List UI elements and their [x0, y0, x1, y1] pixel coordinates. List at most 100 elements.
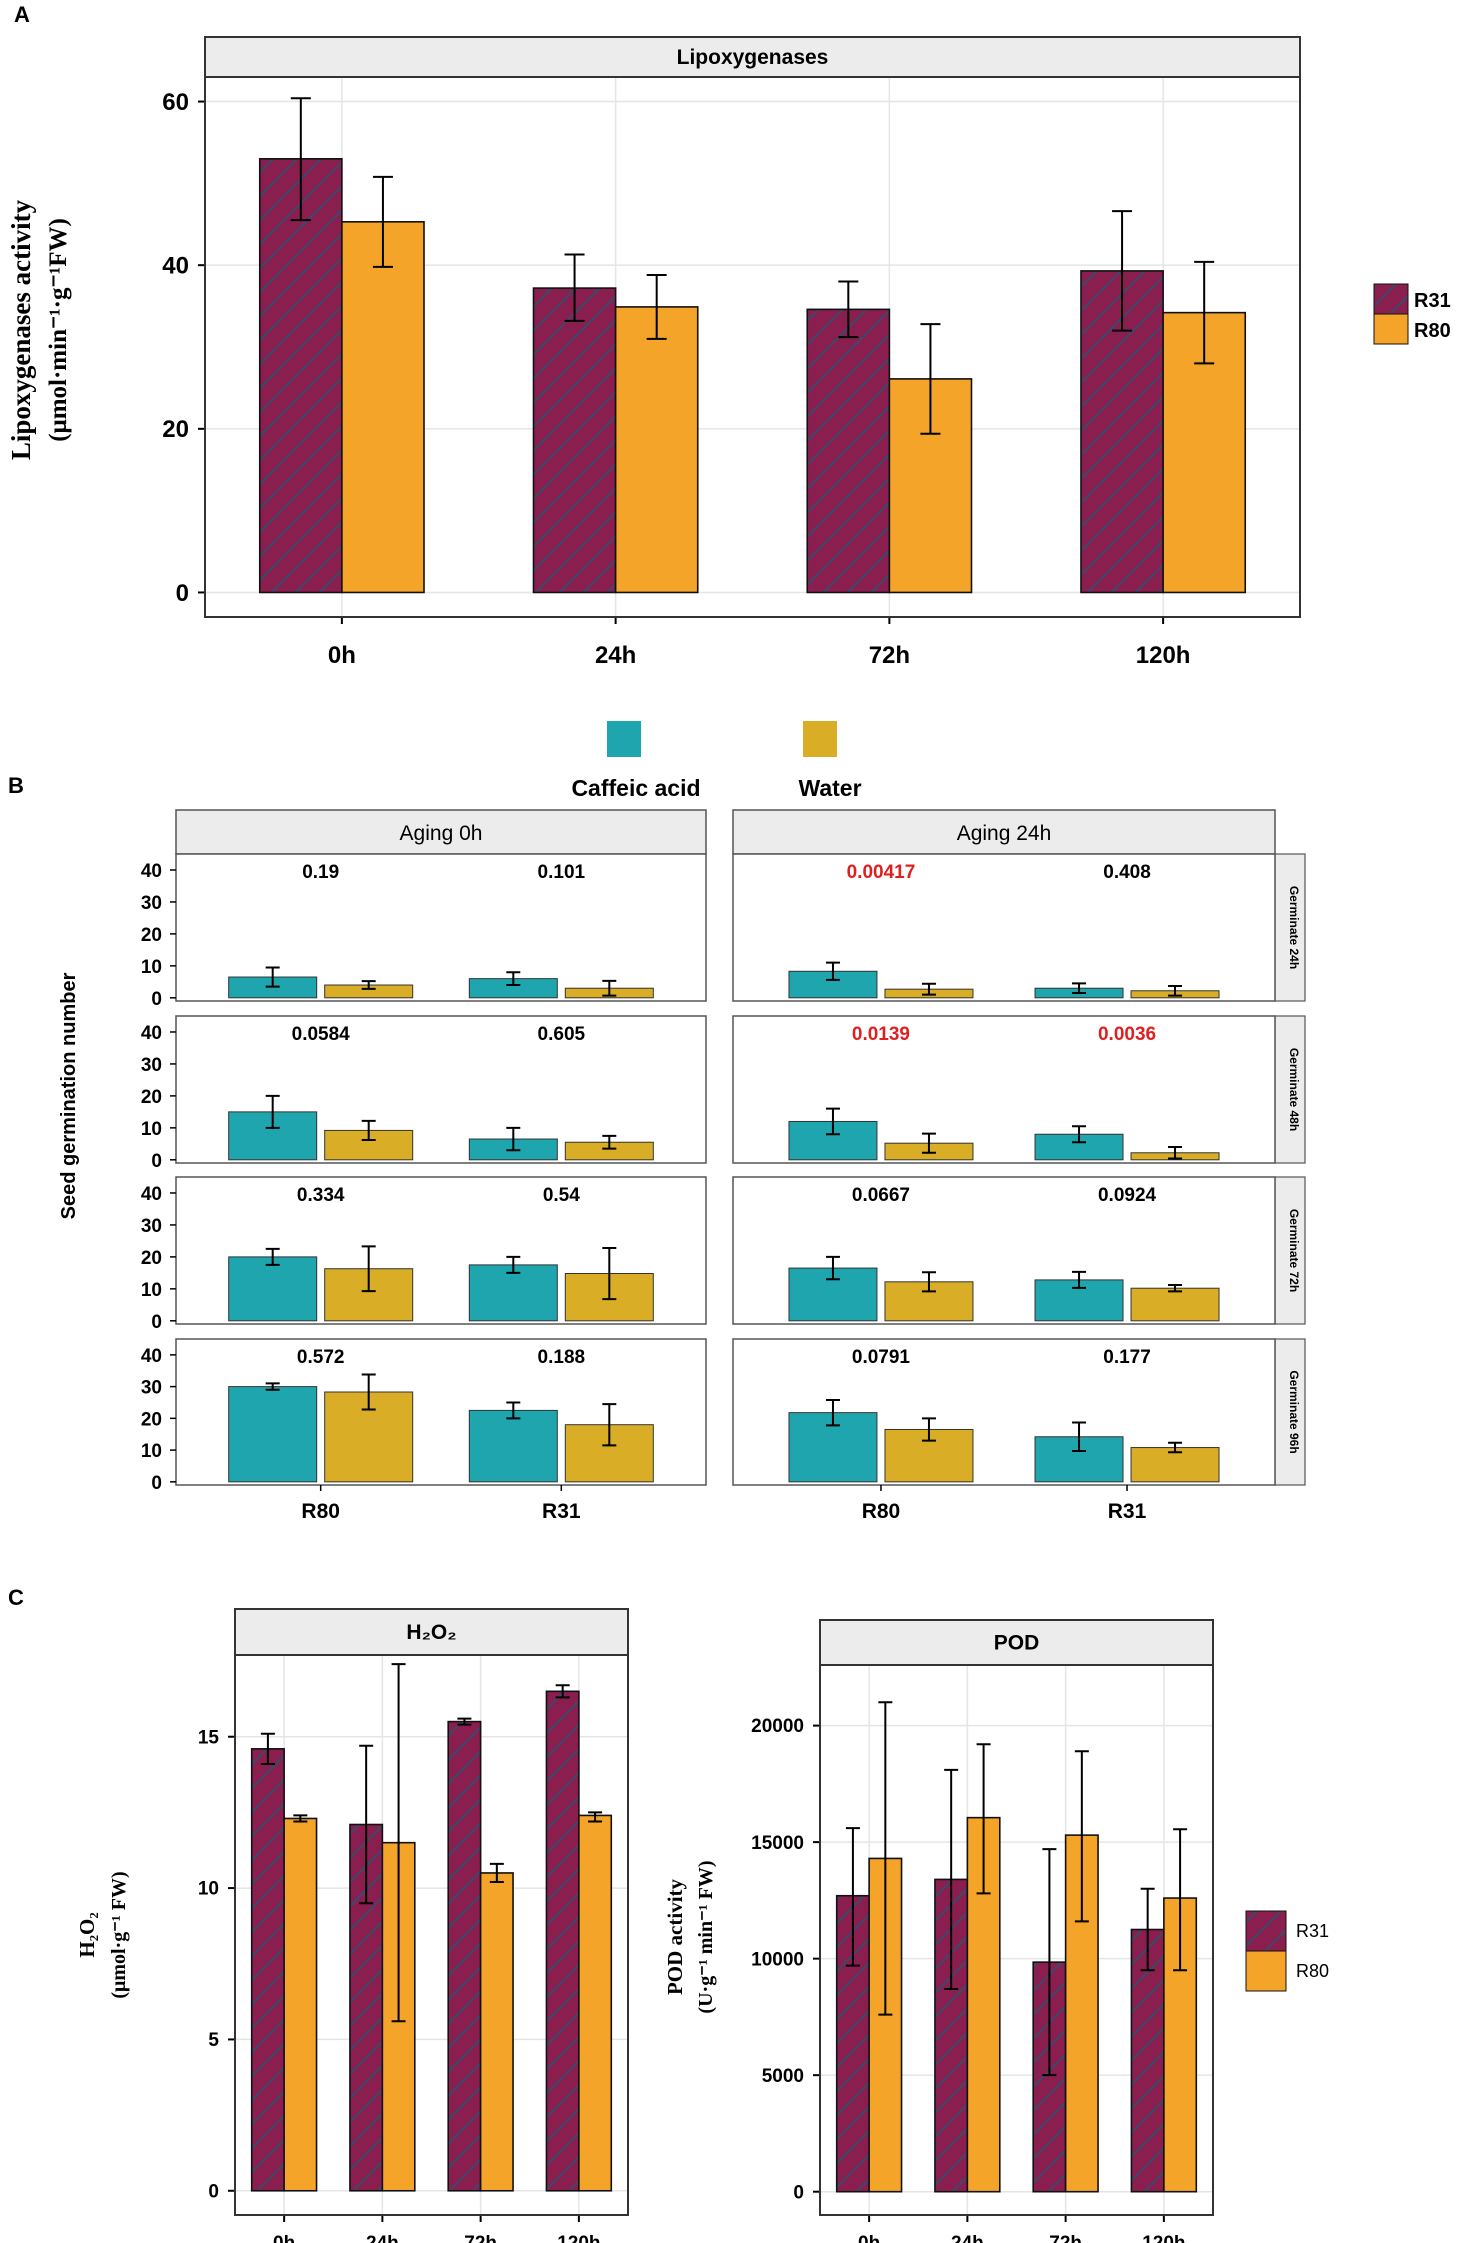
error-bar-b [1168, 1284, 1183, 1293]
y-tick-label-C1: 15 [198, 1727, 220, 1748]
error-bar-A-R80-0h [372, 175, 393, 268]
error-bar-C1-R80-24h [391, 1663, 406, 2023]
y-tick-label-b: 30 [141, 893, 162, 914]
y-tick-label-C1: 5 [208, 2030, 219, 2051]
strip-C2 [819, 1619, 1214, 1666]
y-axis-label-c1: H₂O₂ [75, 1912, 99, 1957]
error-bar-b [361, 1245, 376, 1293]
facet-col-label-0: Aging 0h [400, 822, 483, 845]
y-tick-label-b: 40 [141, 1023, 162, 1044]
p-value: 0.00417 [847, 862, 916, 883]
y-tick-label-C1: 10 [198, 1879, 219, 1900]
p-value: 0.0791 [852, 1347, 911, 1368]
facet-row-label-0: Germinate 24h [1287, 886, 1301, 969]
x-tick-label-A: 120h [1136, 642, 1191, 669]
error-bar-b [265, 1094, 280, 1129]
bar-b-caffeic-R31 [1034, 1133, 1124, 1161]
y-tick-label-b: 40 [141, 861, 162, 882]
y-axis-label-c2: POD activity [663, 1878, 687, 1995]
bar-A-R80-24h [614, 306, 699, 594]
y-tick-label-A: 20 [162, 416, 189, 443]
chart-title-C2: POD [994, 1632, 1040, 1655]
y-tick-label-b: 30 [141, 1216, 162, 1237]
error-bar-b [1072, 982, 1087, 995]
y-tick-label-b: 20 [141, 1087, 162, 1108]
error-bar-C2-R31-24h [944, 1768, 959, 1990]
x-tick-label-C1: 72h [464, 2233, 497, 2243]
bar-C1-R31-120h [545, 1690, 580, 2192]
strip-C1 [234, 1608, 629, 1656]
error-bar-b [921, 982, 936, 996]
facet-row-label-3: Germinate 96h [1287, 1370, 1301, 1453]
facet-panel [175, 853, 707, 1002]
bar-A-R31-72h [806, 308, 891, 594]
chart-title-C1: H₂O₂ [406, 1621, 456, 1644]
error-bar-b [1072, 1125, 1087, 1144]
y-tick-label-b: 40 [141, 1184, 162, 1205]
legend-swatch-caffeic [607, 721, 641, 757]
error-bar-b [265, 1382, 280, 1391]
y-axis-label-a-units: (μmol·min⁻¹·g⁻¹FW) [45, 218, 72, 442]
panel-label-b: B [8, 773, 24, 798]
bar-C1-R80-120h [578, 1814, 613, 2192]
y-tick-label-A: 40 [162, 253, 189, 280]
error-bar-C1-R80-72h [489, 1862, 504, 1884]
facet-strip-row-3 [1274, 1338, 1306, 1486]
y-tick-label-b: 20 [141, 925, 162, 946]
x-tick-label-b: R31 [1108, 1500, 1147, 1523]
x-tick-label-C2: 24h [951, 2233, 984, 2243]
y-tick-label-b: 40 [141, 1346, 162, 1367]
x-tick-label-b: R80 [301, 1500, 340, 1523]
error-bar-C1-R31-72h [457, 1717, 472, 1726]
error-bar-C1-R80-120h [588, 1811, 603, 1823]
y-tick-label-b: 0 [151, 989, 162, 1010]
error-bar-b [1072, 1421, 1087, 1453]
p-value: 0.0667 [852, 1185, 910, 1206]
legend-swatch-c-R80 [1245, 1950, 1287, 1992]
x-tick-label-A: 72h [869, 642, 910, 669]
y-tick-label-b: 0 [151, 1473, 162, 1494]
error-bar-A-R31-120h [1112, 210, 1133, 332]
error-bar-C2-R31-120h [1140, 1887, 1155, 1972]
error-bar-C2-R31-0h [845, 1827, 860, 1967]
y-tick-label-b: 20 [141, 1409, 162, 1430]
error-bar-b [506, 1401, 521, 1420]
error-bar-b [1168, 984, 1183, 997]
x-tick-label-A: 24h [595, 642, 636, 669]
error-bar-b [265, 966, 280, 988]
y-tick-label-A: 60 [162, 89, 189, 116]
plot-border-C1 [234, 1654, 629, 2216]
facet-row-label-2: Germinate 72h [1287, 1209, 1301, 1292]
facet-strip-row-1 [1274, 1015, 1306, 1164]
x-tick-label-A: 0h [328, 642, 356, 669]
error-bar-b [602, 1246, 617, 1301]
y-tick-label-C2: 10000 [751, 1949, 804, 1970]
error-bar-b [825, 1398, 840, 1427]
legend-swatch-c-R31 [1245, 1910, 1287, 1952]
p-value: 0.177 [1103, 1347, 1151, 1368]
error-bar-b [825, 1255, 840, 1281]
x-tick-label-C1: 0h [273, 2233, 295, 2243]
error-bar-b [921, 1417, 936, 1442]
error-bar-A-R80-24h [646, 274, 667, 340]
legend-label-R31: R31 [1414, 290, 1451, 312]
error-bar-b [361, 980, 376, 990]
x-tick-label-C1: 24h [366, 2233, 399, 2243]
p-value: 0.0924 [1098, 1185, 1157, 1206]
y-tick-label-b: 10 [141, 1441, 162, 1462]
legend-swatch-R80 [1373, 313, 1409, 345]
y-axis-label-a: Lipoxygenases activity [6, 199, 36, 460]
x-tick-label-C2: 72h [1049, 2233, 1082, 2243]
facet-strip-col-0 [175, 809, 707, 855]
chart-title-A: Lipoxygenases [677, 46, 829, 69]
p-value: 0.572 [297, 1347, 345, 1368]
error-bar-A-R80-120h [1194, 260, 1215, 365]
p-value: 0.605 [538, 1024, 586, 1045]
bar-A-R80-0h [341, 221, 425, 594]
error-bar-b [506, 1126, 521, 1152]
bar-b-caffeic-R31 [468, 1264, 558, 1322]
error-bar-A-R31-72h [838, 280, 859, 339]
error-bar-C1-R31-120h [555, 1684, 570, 1699]
error-bar-b [361, 1373, 376, 1411]
y-tick-label-b: 0 [151, 1151, 162, 1172]
